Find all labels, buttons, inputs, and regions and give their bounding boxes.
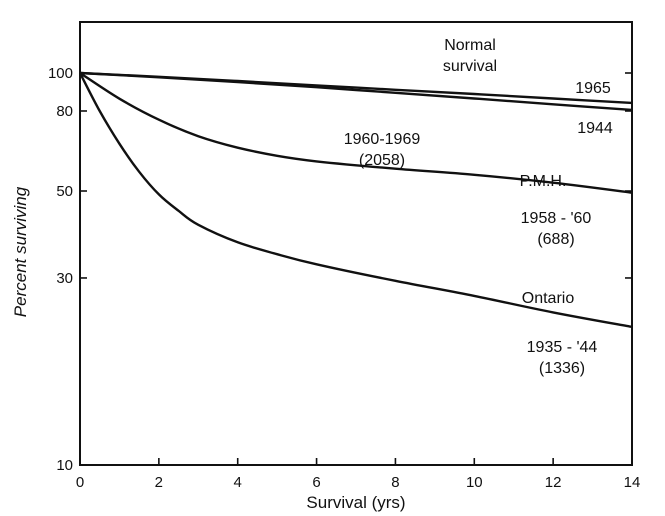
annotation-pmh_base-2: (688) — [537, 231, 574, 248]
y-tick-label-100: 100 — [48, 65, 73, 82]
x-tick-label-12: 12 — [545, 474, 562, 491]
x-tick-label-10: 10 — [466, 474, 483, 491]
y-tick-label-80: 80 — [56, 103, 73, 120]
x-tick-label-2: 2 — [155, 474, 163, 491]
x-tick-label-4: 4 — [234, 474, 242, 491]
x-tick-label-8: 8 — [391, 474, 399, 491]
annotation-ontario-1: Ontario — [522, 290, 575, 307]
annotation-layer: Normal survival 1965 1944 1960-1969 (2058) P.M… — [344, 37, 613, 377]
series-layer — [78, 71, 633, 329]
annotation-pmh-1: P.M.H. — [520, 173, 567, 190]
series-line-4 — [78, 72, 633, 329]
annotation-pmh_decade-2: (2058) — [359, 152, 405, 169]
annotation-y1944-1: 1944 — [577, 120, 613, 137]
x-tick-label-0: 0 — [76, 474, 84, 491]
y-tick-label-10: 10 — [56, 457, 73, 474]
x-axis-label: Survival (yrs) — [306, 493, 405, 512]
y-tick-label-30: 30 — [56, 270, 73, 287]
x-tick-label-14: 14 — [624, 474, 641, 491]
annotation-ontario_years-1: 1935 - '44 — [527, 339, 598, 356]
annotation-normal-1: Normal — [444, 37, 496, 54]
y-tick-label-50: 50 — [56, 183, 73, 200]
annotation-ontario_years-2: (1336) — [539, 360, 585, 377]
annotation-pmh_decade-1: 1960-1969 — [344, 131, 421, 148]
series-line-3 — [79, 71, 633, 194]
x-tick-label-6: 6 — [312, 474, 320, 491]
ticks-layer: 0 2 4 6 8 10 12 14 10 30 50 80 100 — [48, 65, 640, 491]
annotation-normal-2: survival — [443, 58, 497, 75]
plot-frame — [79, 21, 633, 466]
series-line-2 — [79, 71, 633, 112]
annotation-pmh_base-1: 1958 - '60 — [521, 210, 592, 227]
annotation-y1965-1: 1965 — [575, 80, 611, 97]
y-axis-label: Percent surviving — [11, 186, 30, 317]
